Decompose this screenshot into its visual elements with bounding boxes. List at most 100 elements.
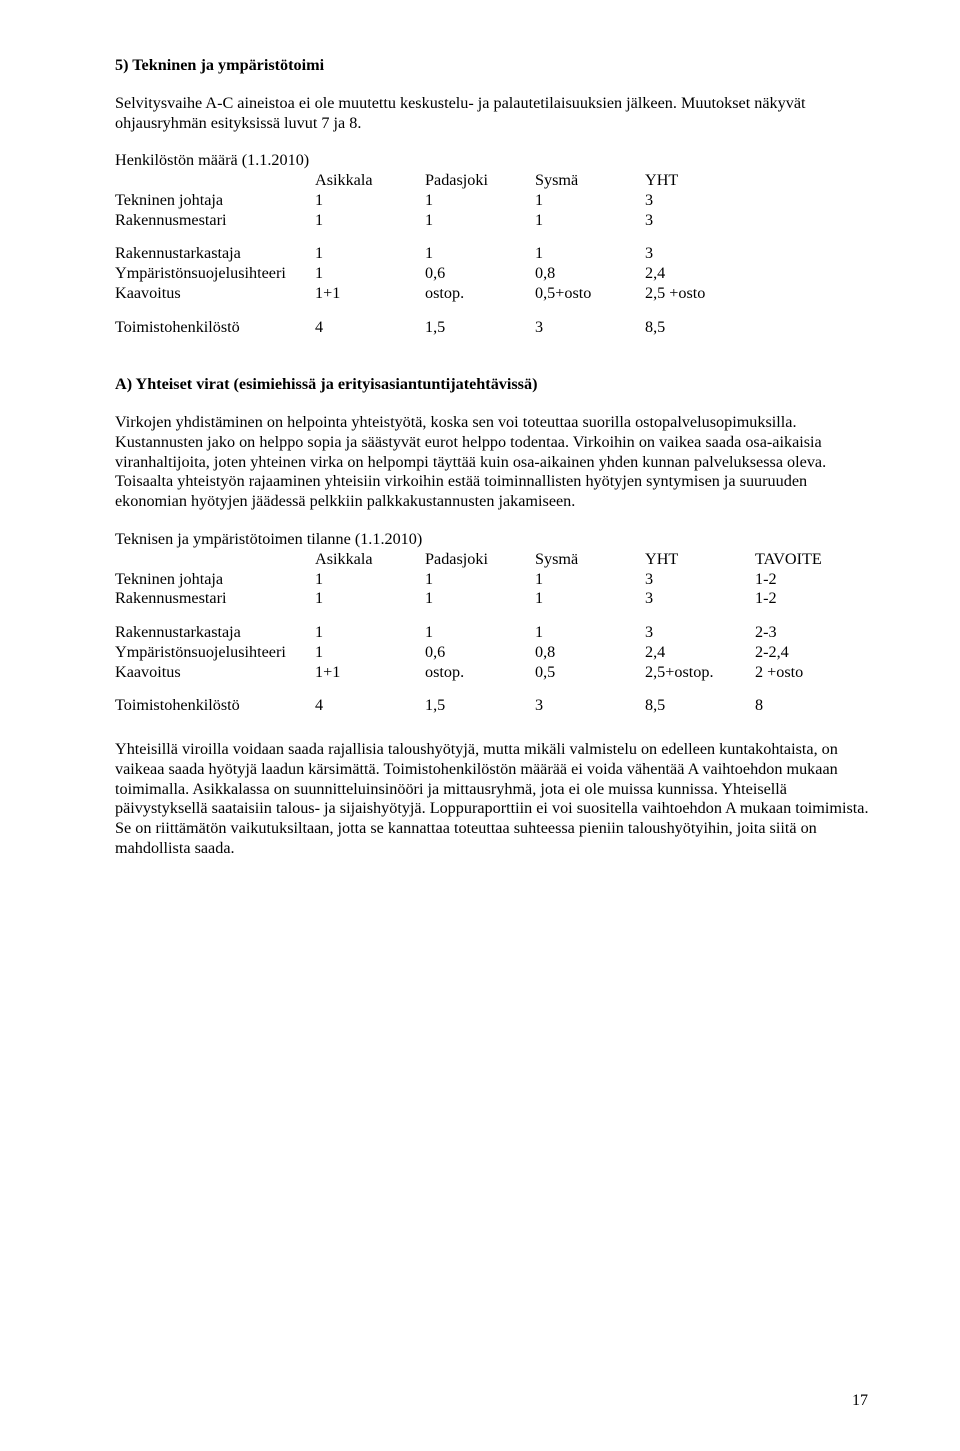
cell: 1 <box>535 623 645 643</box>
th-yht: YHT <box>645 550 755 570</box>
cell: 8 <box>755 696 865 716</box>
table-row: Toimistohenkilöstö 4 1,5 3 8,5 8 <box>115 696 870 716</box>
cell: 1 <box>535 570 645 590</box>
table-row: Rakennustarkastaja 1 1 1 3 <box>115 244 870 264</box>
cell: 1 <box>425 211 535 231</box>
cell: 0,8 <box>535 264 645 284</box>
cell: 0,5 <box>535 663 645 683</box>
cell: Kaavoitus <box>115 663 315 683</box>
cell: 1-2 <box>755 589 865 609</box>
cell: 1 <box>315 211 425 231</box>
cell: Rakennustarkastaja <box>115 623 315 643</box>
th-padasjoki: Padasjoki <box>425 171 535 191</box>
table-row: Ympäristönsuojelusihteeri 1 0,6 0,8 2,4 <box>115 264 870 284</box>
th-yht: YHT <box>645 171 755 191</box>
cell: 1-2 <box>755 570 865 590</box>
cell: Rakennusmestari <box>115 589 315 609</box>
cell: Rakennustarkastaja <box>115 244 315 264</box>
cell: 3 <box>645 623 755 643</box>
cell: 4 <box>315 318 425 338</box>
table-row: Toimistohenkilöstö 4 1,5 3 8,5 <box>115 318 870 338</box>
cell: 0,5+osto <box>535 284 645 304</box>
cell: 8,5 <box>645 696 755 716</box>
cell: 8,5 <box>645 318 755 338</box>
th-asikkala: Asikkala <box>315 171 425 191</box>
cell: Kaavoitus <box>115 284 315 304</box>
th-tavoite: TAVOITE <box>755 550 865 570</box>
cell: 3 <box>645 191 755 211</box>
th-padasjoki: Padasjoki <box>425 550 535 570</box>
cell: 3 <box>645 211 755 231</box>
table-row: Rakennusmestari 1 1 1 3 1-2 <box>115 589 870 609</box>
cell: 1,5 <box>425 696 535 716</box>
cell: 1,5 <box>425 318 535 338</box>
cell: 1 <box>535 211 645 231</box>
cell: 1 <box>315 570 425 590</box>
cell: 2,5 +osto <box>645 284 755 304</box>
staff-heading: Henkilöstön määrä (1.1.2010) <box>115 151 870 171</box>
page: 5) Tekninen ja ympäristötoimi Selvitysva… <box>0 0 960 1451</box>
cell: 3 <box>535 318 645 338</box>
cell: Tekninen johtaja <box>115 191 315 211</box>
paragraph-a1: Virkojen yhdistäminen on helpointa yhtei… <box>115 413 870 512</box>
staff-table: Henkilöstön määrä (1.1.2010) Asikkala Pa… <box>115 151 870 337</box>
cell: 0,6 <box>425 643 535 663</box>
th-blank <box>115 171 315 191</box>
cell: 1+1 <box>315 663 425 683</box>
subsection-heading: A) Yhteiset virat (esimiehissä ja erityi… <box>115 375 870 395</box>
table-header-row: Asikkala Padasjoki Sysmä YHT <box>115 171 870 191</box>
cell: 3 <box>535 696 645 716</box>
th-sysma: Sysmä <box>535 550 645 570</box>
cell: 3 <box>645 244 755 264</box>
cell: 1 <box>425 570 535 590</box>
cell: 2-3 <box>755 623 865 643</box>
table-row: Ympäristönsuojelusihteeri 1 0,6 0,8 2,4 … <box>115 643 870 663</box>
th-blank <box>115 550 315 570</box>
situation-table: Teknisen ja ympäristötoimen tilanne (1.1… <box>115 530 870 716</box>
section-title: 5) Tekninen ja ympäristötoimi <box>115 56 870 76</box>
cell: Tekninen johtaja <box>115 570 315 590</box>
table-row: Rakennustarkastaja 1 1 1 3 2-3 <box>115 623 870 643</box>
cell: 2,4 <box>645 643 755 663</box>
cell: 2,4 <box>645 264 755 284</box>
intro-paragraph: Selvitysvaihe A-C aineistoa ei ole muute… <box>115 94 870 134</box>
cell: 3 <box>645 589 755 609</box>
cell: 2-2,4 <box>755 643 865 663</box>
cell: 1 <box>315 244 425 264</box>
table2-heading: Teknisen ja ympäristötoimen tilanne (1.1… <box>115 530 870 550</box>
th-sysma: Sysmä <box>535 171 645 191</box>
cell: 1+1 <box>315 284 425 304</box>
cell: ostop. <box>425 284 535 304</box>
table-row: Tekninen johtaja 1 1 1 3 1-2 <box>115 570 870 590</box>
table-header-row: Asikkala Padasjoki Sysmä YHT TAVOITE <box>115 550 870 570</box>
cell: Ympäristönsuojelusihteeri <box>115 264 315 284</box>
table-row: Rakennusmestari 1 1 1 3 <box>115 211 870 231</box>
cell: 1 <box>535 589 645 609</box>
cell: 2,5+ostop. <box>645 663 755 683</box>
cell: 1 <box>315 264 425 284</box>
cell: 4 <box>315 696 425 716</box>
table-row: Kaavoitus 1+1 ostop. 0,5+osto 2,5 +osto <box>115 284 870 304</box>
cell: Rakennusmestari <box>115 211 315 231</box>
cell: 1 <box>315 623 425 643</box>
cell: 3 <box>645 570 755 590</box>
cell: Toimistohenkilöstö <box>115 696 315 716</box>
cell: 1 <box>425 191 535 211</box>
cell: 1 <box>425 623 535 643</box>
cell: 1 <box>315 589 425 609</box>
cell: 1 <box>425 244 535 264</box>
cell: 2 +osto <box>755 663 865 683</box>
table-row: Kaavoitus 1+1 ostop. 0,5 2,5+ostop. 2 +o… <box>115 663 870 683</box>
cell: 1 <box>425 589 535 609</box>
page-number: 17 <box>852 1391 868 1411</box>
cell: 0,6 <box>425 264 535 284</box>
paragraph-a2: Yhteisillä viroilla voidaan saada rajall… <box>115 740 870 859</box>
th-asikkala: Asikkala <box>315 550 425 570</box>
cell: 1 <box>535 191 645 211</box>
cell: 1 <box>315 643 425 663</box>
cell: ostop. <box>425 663 535 683</box>
cell: 0,8 <box>535 643 645 663</box>
cell: 1 <box>535 244 645 264</box>
cell: Toimistohenkilöstö <box>115 318 315 338</box>
cell: 1 <box>315 191 425 211</box>
